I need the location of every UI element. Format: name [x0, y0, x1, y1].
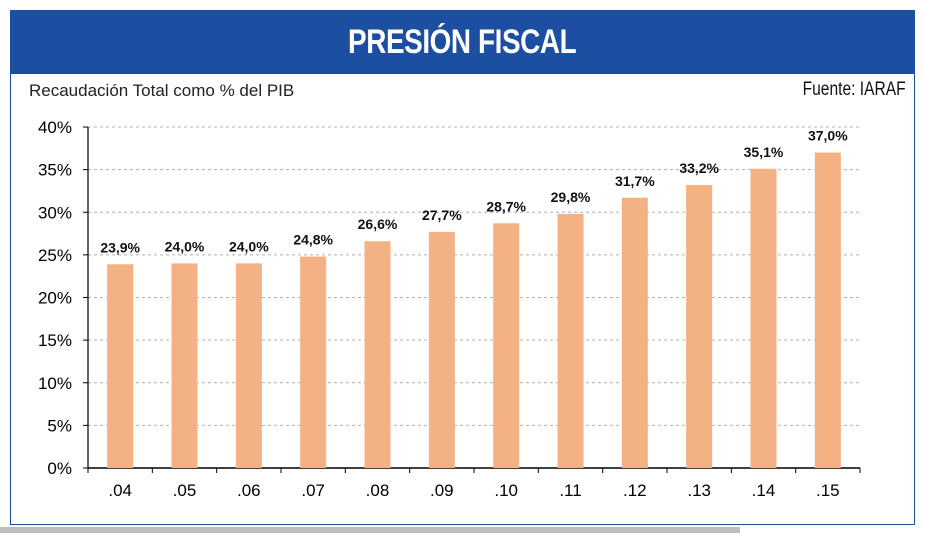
- bar: [107, 264, 134, 468]
- data-label: 26,6%: [358, 216, 398, 232]
- data-label: 24,8%: [293, 232, 333, 248]
- y-tick-label: 25%: [38, 246, 72, 265]
- x-tick-label: .08: [366, 481, 390, 500]
- data-label: 33,2%: [679, 160, 719, 176]
- data-label: 37,0%: [808, 128, 848, 144]
- y-tick-label: 40%: [38, 118, 72, 137]
- x-tick-label: .14: [752, 481, 776, 500]
- data-label: 29,8%: [551, 189, 591, 205]
- x-tick-label: .15: [816, 481, 840, 500]
- x-tick-label: .06: [237, 481, 261, 500]
- x-tick-label: .09: [430, 481, 454, 500]
- title-bar: PRESIÓN FISCAL: [11, 11, 914, 74]
- bar: [235, 263, 262, 468]
- x-tick-label: .12: [623, 481, 647, 500]
- data-label: 24,0%: [229, 238, 269, 254]
- bar: [428, 231, 455, 468]
- x-tick-label: .11: [559, 481, 581, 500]
- x-tick-label: .04: [108, 481, 132, 500]
- bar: [557, 213, 584, 468]
- chart-title: PRESIÓN FISCAL: [348, 23, 577, 61]
- data-label: 23,9%: [100, 239, 140, 255]
- y-tick-label: 0%: [47, 459, 72, 478]
- bar: [686, 184, 713, 468]
- x-tick-label: .07: [301, 481, 325, 500]
- data-label: 28,7%: [486, 198, 526, 214]
- data-label: 24,0%: [165, 238, 205, 254]
- chart-subtitle: Recaudación Total como % del PIB: [29, 81, 295, 100]
- bar: [171, 263, 198, 468]
- y-tick-label: 15%: [38, 331, 72, 350]
- x-tick-label: .05: [173, 481, 197, 500]
- bar: [300, 256, 327, 468]
- data-label: 31,7%: [615, 173, 655, 189]
- bar: [750, 168, 777, 468]
- bar: [814, 152, 841, 468]
- bar: [621, 197, 648, 468]
- y-tick-label: 20%: [38, 289, 72, 308]
- bar: [364, 241, 391, 468]
- y-tick-label: 10%: [38, 374, 72, 393]
- y-tick-label: 35%: [38, 161, 72, 180]
- bottom-divider: [0, 527, 740, 533]
- bar: [493, 223, 520, 468]
- y-tick-label: 30%: [38, 203, 72, 222]
- source-text: Fuente: IARAF: [802, 79, 906, 100]
- x-tick-label: .10: [494, 481, 518, 500]
- source-label: Fuente: IARAF: [780, 79, 906, 101]
- x-tick-label: .13: [687, 481, 711, 500]
- y-tick-label: 5%: [47, 416, 72, 435]
- data-label: 27,7%: [422, 207, 462, 223]
- data-label: 35,1%: [744, 144, 784, 160]
